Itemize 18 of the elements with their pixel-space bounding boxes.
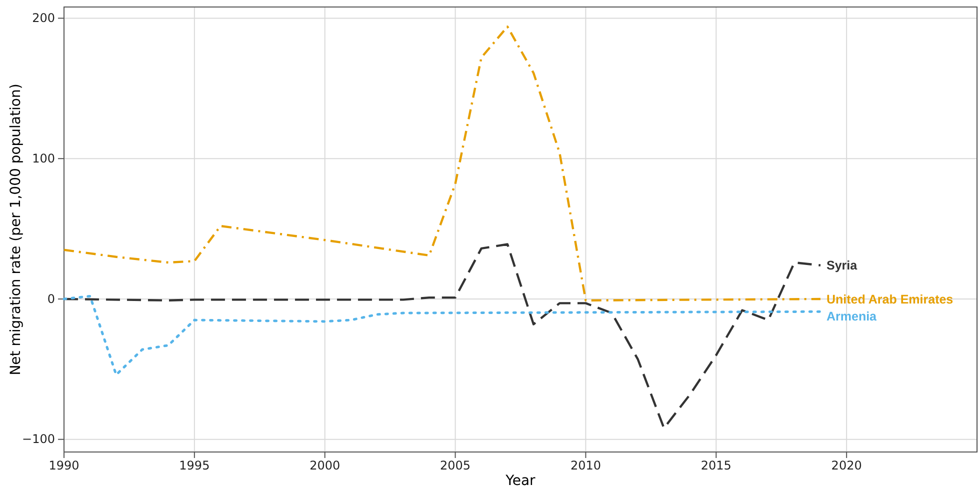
x-axis-title: Year	[504, 473, 536, 489]
y-tick-label: 0	[47, 292, 55, 306]
x-tick-label: 2010	[570, 458, 601, 473]
x-tick-label: 2000	[310, 458, 340, 473]
x-tick-label: 2020	[831, 458, 862, 473]
series-label: Syria	[826, 258, 858, 273]
series-label: Armenia	[826, 309, 878, 324]
line-series	[62, 26, 822, 302]
series-label: United Arab Emirates	[826, 292, 954, 306]
y-axis-title: Net migration rate (per 1,000 population)	[8, 84, 24, 376]
y-tick-label: 100	[32, 151, 55, 166]
y-tick-label: −100	[22, 432, 55, 446]
x-tick-label: 2005	[440, 458, 471, 473]
y-tick-label: 200	[32, 11, 55, 26]
line-series	[62, 294, 822, 376]
x-tick-label: 2015	[700, 458, 732, 473]
x-tick-label: 1995	[179, 458, 210, 473]
x-tick-label: 1990	[48, 458, 80, 473]
